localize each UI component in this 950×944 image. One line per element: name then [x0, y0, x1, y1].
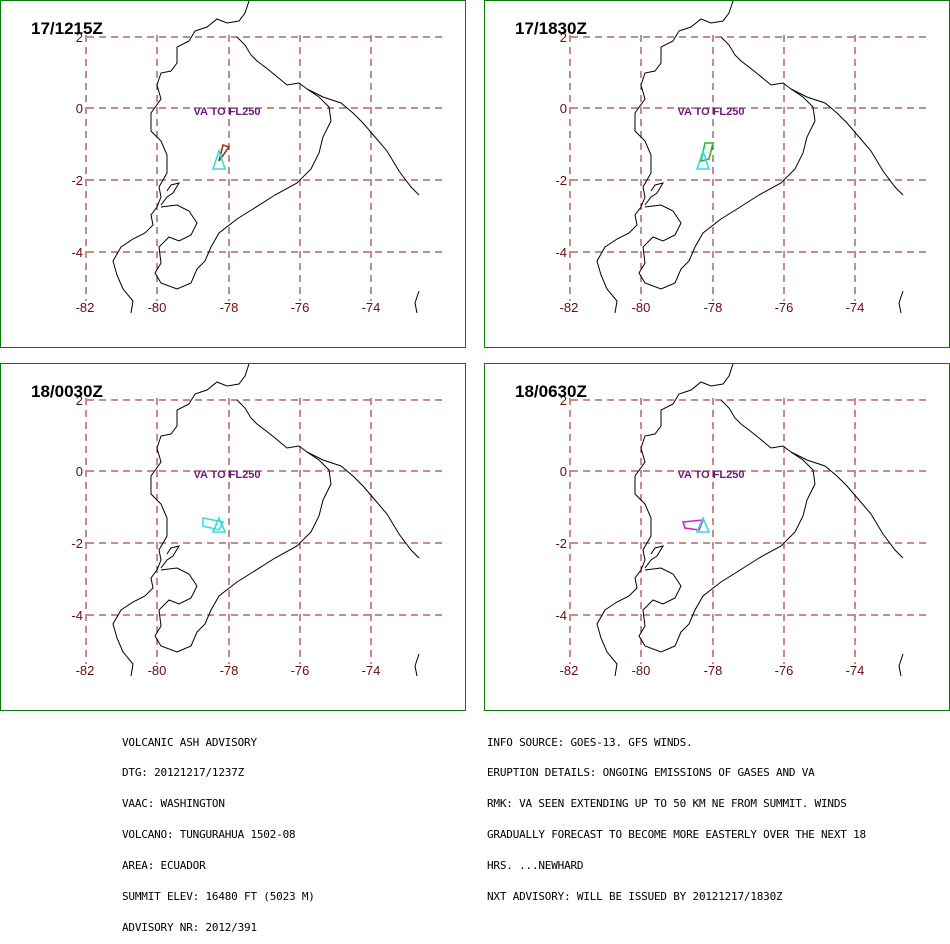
advisory-line: SUMMIT ELEV: 16480 FT (5023 M): [122, 890, 315, 904]
panel-time-label: 18/0630Z: [515, 382, 587, 401]
lat-tick-label: -2: [555, 173, 567, 188]
va-label: VA TO FL250: [677, 469, 744, 481]
lon-tick-label: -76: [775, 300, 794, 315]
map-graphic: 2 0 -2 -4 -82 -80 -78 -76 -74 VA TO FL250: [71, 1, 447, 315]
map-panel-4: 2 0 -2 -4 -82 -80 -78 -76 -74 VA TO FL250 18/0630…: [484, 363, 950, 711]
advisory-line: NXT ADVISORY: WILL BE ISSUED BY 20121217…: [487, 890, 783, 904]
lat-tick-label: 0: [560, 101, 567, 116]
advisory-line: HRS. ...NEWHARD: [487, 859, 584, 873]
lat-tick-label: -2: [555, 536, 567, 551]
advisory-line: VOLCANO: TUNGURAHUA 1502-08: [122, 828, 296, 842]
lat-tick-label: 0: [76, 464, 83, 479]
lon-tick-label: -82: [76, 663, 95, 678]
lat-tick-label: 2: [76, 393, 83, 408]
ash-polygon: [211, 148, 227, 170]
lat-tick-label: -4: [555, 245, 567, 260]
lon-tick-label: -74: [362, 663, 381, 678]
lon-tick-label: -82: [560, 300, 579, 315]
advisory-right: INFO SOURCE: GOES-13. GFS WINDS. ERUPTIO…: [487, 717, 866, 913]
advisory-line: VAAC: WASHINGTON: [122, 797, 225, 811]
map-graphic: 2 0 -2 -4 -82 -80 -78 -76 -74 VA TO FL250: [555, 1, 931, 315]
lat-tick-label: 2: [76, 30, 83, 45]
coastline: [154, 399, 332, 653]
coastline: [790, 88, 904, 196]
va-label: VA TO FL250: [193, 469, 260, 481]
lat-tick-label: -2: [71, 536, 83, 551]
coastline: [160, 182, 181, 206]
va-label: VA TO FL250: [677, 106, 744, 118]
panel-time-label: 17/1215Z: [31, 19, 103, 38]
lon-tick-label: -76: [775, 663, 794, 678]
lon-tick-label: -80: [148, 300, 167, 315]
lat-tick-label: -4: [71, 245, 83, 260]
coastline: [638, 399, 816, 653]
lon-tick-label: -82: [76, 300, 95, 315]
ash-polygon: [202, 517, 225, 531]
lon-tick-label: -82: [560, 663, 579, 678]
coastline: [644, 545, 665, 569]
advisory-line: DTG: 20121217/1237Z: [122, 766, 245, 780]
advisory-left: VOLCANIC ASH ADVISORY DTG: 20121217/1237…: [122, 717, 315, 944]
coastline: [898, 290, 904, 314]
lat-tick-label: -4: [555, 608, 567, 623]
ash-polygon: [211, 515, 227, 533]
lon-tick-label: -78: [220, 300, 239, 315]
coastline: [596, 1, 734, 314]
advisory-line: ERUPTION DETAILS: ONGOING EMISSIONS OF G…: [487, 766, 815, 780]
advisory-line: ADVISORY NR: 2012/391: [122, 920, 257, 934]
lon-tick-label: -78: [704, 663, 723, 678]
lon-tick-label: -74: [362, 300, 381, 315]
lat-tick-label: -4: [71, 608, 83, 623]
map-graphic: 2 0 -2 -4 -82 -80 -78 -76 -74 VA TO FL250: [71, 364, 447, 678]
advisory-line: RMK: VA SEEN EXTENDING UP TO 50 KM NE FR…: [487, 797, 847, 811]
lat-tick-label: -2: [71, 173, 83, 188]
map-panel-3: 2 0 -2 -4 -82 -80 -78 -76 -74 VA TO FL250 18/0030…: [0, 363, 466, 711]
coastline: [112, 1, 250, 314]
lat-tick-label: 0: [76, 101, 83, 116]
coastline: [644, 182, 665, 206]
lon-tick-label: -78: [220, 663, 239, 678]
advisory-line: AREA: ECUADOR: [122, 859, 206, 873]
lon-tick-label: -74: [846, 663, 865, 678]
map-graphic: 2 0 -2 -4 -82 -80 -78 -76 -74 VA TO FL250: [555, 364, 931, 678]
coastline: [112, 364, 250, 677]
coastline: [596, 364, 734, 677]
advisory-line: VOLCANIC ASH ADVISORY: [122, 735, 257, 749]
lon-tick-label: -76: [291, 663, 310, 678]
advisory-line: INFO SOURCE: GOES-13. GFS WINDS.: [487, 735, 693, 749]
map-panel-1: 2 0 -2 -4 -82 -80 -78 -76 -74 VA TO FL250 17/1215…: [0, 0, 466, 348]
lat-tick-label: 2: [560, 393, 567, 408]
coastline: [414, 653, 420, 677]
va-label: VA TO FL250: [193, 106, 260, 118]
lon-tick-label: -80: [148, 663, 167, 678]
lat-tick-label: 2: [560, 30, 567, 45]
coastline: [898, 653, 904, 677]
ash-polygon: [218, 143, 231, 162]
coastline: [306, 451, 420, 559]
panel-time-label: 18/0030Z: [31, 382, 103, 401]
advisory-line: GRADUALLY FORECAST TO BECOME MORE EASTER…: [487, 828, 866, 842]
ash-polygon: [681, 519, 705, 531]
lat-tick-label: 0: [560, 464, 567, 479]
coastline: [414, 290, 420, 314]
ash-polygon: [695, 515, 711, 533]
coastline: [160, 545, 181, 569]
coastline: [306, 88, 420, 196]
panel-time-label: 17/1830Z: [515, 19, 587, 38]
lon-tick-label: -76: [291, 300, 310, 315]
coastline: [154, 36, 332, 290]
lon-tick-label: -74: [846, 300, 865, 315]
coastline: [638, 36, 816, 290]
lon-tick-label: -80: [632, 300, 651, 315]
map-panel-2: 2 0 -2 -4 -82 -80 -78 -76 -74 VA TO FL250 17/1830…: [484, 0, 950, 348]
lon-tick-label: -78: [704, 300, 723, 315]
coastline: [790, 451, 904, 559]
lon-tick-label: -80: [632, 663, 651, 678]
ash-polygon: [695, 148, 711, 170]
